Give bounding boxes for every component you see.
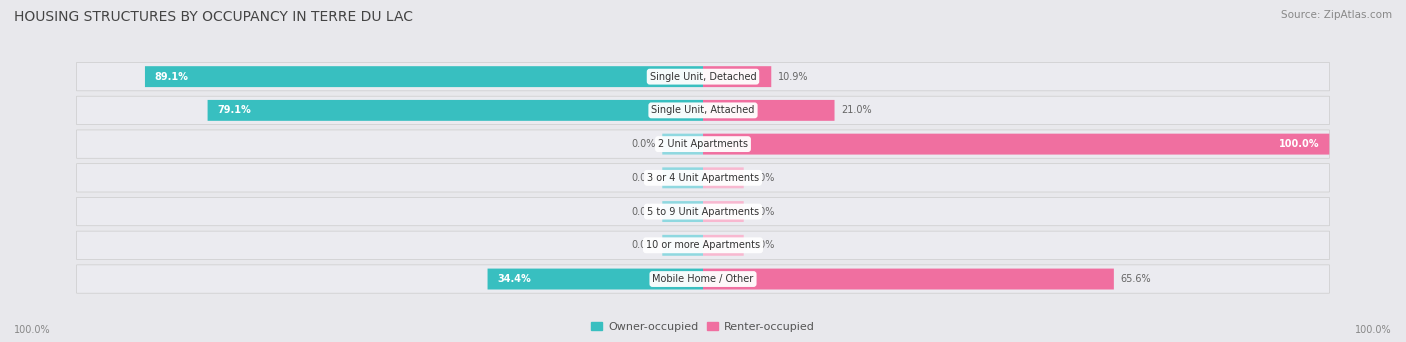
Legend: Owner-occupied, Renter-occupied: Owner-occupied, Renter-occupied — [586, 317, 820, 337]
Text: 0.0%: 0.0% — [631, 207, 657, 216]
Text: 79.1%: 79.1% — [217, 105, 250, 115]
FancyBboxPatch shape — [662, 201, 703, 222]
Text: 34.4%: 34.4% — [496, 274, 530, 284]
FancyBboxPatch shape — [76, 63, 1330, 91]
FancyBboxPatch shape — [662, 167, 703, 188]
Text: 0.0%: 0.0% — [631, 240, 657, 250]
FancyBboxPatch shape — [703, 100, 835, 121]
Text: 5 to 9 Unit Apartments: 5 to 9 Unit Apartments — [647, 207, 759, 216]
FancyBboxPatch shape — [208, 100, 703, 121]
Text: 100.0%: 100.0% — [14, 325, 51, 335]
Text: 0.0%: 0.0% — [631, 139, 657, 149]
Text: 21.0%: 21.0% — [841, 105, 872, 115]
Text: 89.1%: 89.1% — [155, 71, 188, 82]
Text: 10.9%: 10.9% — [778, 71, 808, 82]
Text: 2 Unit Apartments: 2 Unit Apartments — [658, 139, 748, 149]
FancyBboxPatch shape — [76, 96, 1330, 124]
Text: 0.0%: 0.0% — [749, 240, 775, 250]
FancyBboxPatch shape — [145, 66, 703, 87]
Text: HOUSING STRUCTURES BY OCCUPANCY IN TERRE DU LAC: HOUSING STRUCTURES BY OCCUPANCY IN TERRE… — [14, 10, 413, 24]
FancyBboxPatch shape — [76, 197, 1330, 226]
Text: 65.6%: 65.6% — [1121, 274, 1150, 284]
Text: 100.0%: 100.0% — [1355, 325, 1392, 335]
Text: 0.0%: 0.0% — [749, 173, 775, 183]
FancyBboxPatch shape — [703, 268, 1114, 289]
FancyBboxPatch shape — [703, 201, 744, 222]
Text: Source: ZipAtlas.com: Source: ZipAtlas.com — [1281, 10, 1392, 20]
Text: Mobile Home / Other: Mobile Home / Other — [652, 274, 754, 284]
FancyBboxPatch shape — [662, 134, 703, 155]
FancyBboxPatch shape — [662, 235, 703, 256]
FancyBboxPatch shape — [488, 268, 703, 289]
FancyBboxPatch shape — [703, 66, 772, 87]
Text: 0.0%: 0.0% — [631, 173, 657, 183]
Text: 3 or 4 Unit Apartments: 3 or 4 Unit Apartments — [647, 173, 759, 183]
Text: 100.0%: 100.0% — [1279, 139, 1320, 149]
Text: Single Unit, Attached: Single Unit, Attached — [651, 105, 755, 115]
FancyBboxPatch shape — [703, 167, 744, 188]
FancyBboxPatch shape — [703, 235, 744, 256]
Text: 10 or more Apartments: 10 or more Apartments — [645, 240, 761, 250]
FancyBboxPatch shape — [76, 164, 1330, 192]
Text: 0.0%: 0.0% — [749, 207, 775, 216]
FancyBboxPatch shape — [703, 134, 1329, 155]
FancyBboxPatch shape — [76, 231, 1330, 260]
FancyBboxPatch shape — [76, 265, 1330, 293]
FancyBboxPatch shape — [76, 130, 1330, 158]
Text: Single Unit, Detached: Single Unit, Detached — [650, 71, 756, 82]
